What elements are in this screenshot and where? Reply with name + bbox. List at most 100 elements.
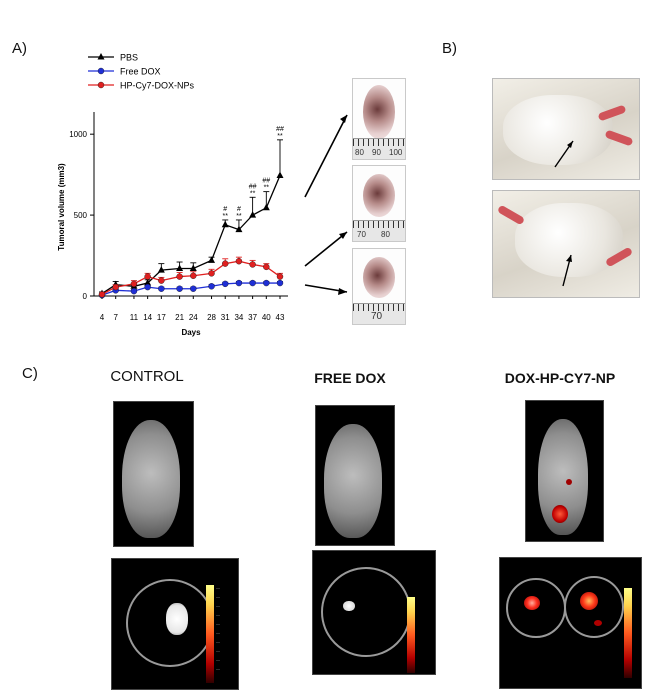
petri-dish	[321, 567, 411, 657]
y-tick-label: 0	[83, 292, 88, 301]
data-point	[222, 260, 229, 267]
arrow-head-top	[340, 115, 347, 123]
mouse-body	[503, 95, 613, 165]
tumor-signal	[580, 592, 598, 610]
column-title-np: DOX-HP-CY7-NP	[504, 370, 616, 386]
x-tick-label: 37	[248, 313, 257, 322]
data-point	[208, 283, 215, 290]
arrow-icon	[554, 140, 574, 168]
significance-mark: **	[264, 185, 270, 192]
x-tick-label: 21	[175, 313, 184, 322]
x-tick-label: 34	[234, 313, 243, 322]
colorbar-ticks: — — — — — — — — — —	[216, 585, 220, 671]
mouse-silhouette	[122, 420, 180, 538]
data-point	[249, 211, 257, 218]
data-point	[221, 220, 229, 228]
tumor-blob	[363, 174, 395, 217]
data-point	[176, 264, 184, 271]
x-tick-label: 24	[189, 313, 198, 322]
column-title-free-dox: FREE DOX	[314, 370, 386, 386]
x-tick-label: 14	[143, 313, 152, 322]
data-point	[98, 291, 106, 298]
tumor-blob	[363, 257, 395, 298]
ruler-tick: 70	[357, 230, 366, 239]
ruler-tick: 90	[372, 148, 381, 157]
data-point	[189, 264, 197, 271]
data-point	[249, 279, 256, 287]
data-point	[208, 256, 216, 263]
x-tick-label: 40	[262, 313, 271, 322]
tumor-signal	[524, 596, 540, 610]
significance-mark: #	[223, 206, 227, 213]
ivis-dish-np	[499, 557, 642, 689]
data-point	[208, 270, 215, 277]
tumor-signal	[166, 603, 188, 635]
tumor-photo-np: 70	[352, 248, 406, 325]
data-point	[157, 266, 165, 273]
series-1	[98, 279, 284, 299]
significance-mark: ##	[276, 126, 284, 133]
legend-marker	[97, 67, 105, 75]
ivis-mouse-control	[113, 401, 194, 547]
data-point	[190, 285, 197, 292]
arrow-head-middle	[339, 232, 347, 239]
tumor-signal	[594, 620, 602, 626]
column-title-control: CONTROL	[110, 368, 184, 385]
legend-marker	[97, 53, 105, 60]
data-point	[276, 273, 284, 280]
tumor-signal	[343, 601, 355, 611]
arrow-to-middle-tumor	[304, 231, 348, 267]
tumor-photo-free-dox: 70 80	[352, 165, 406, 242]
fluorescence-signal	[552, 505, 568, 523]
data-point	[263, 279, 270, 287]
mouse-silhouette	[324, 424, 382, 538]
data-point	[158, 285, 165, 292]
data-point	[112, 283, 119, 291]
panel-a-label: A)	[12, 40, 27, 57]
legend-label: Free DOX	[120, 67, 161, 77]
legend-marker	[97, 81, 105, 89]
tumor-blob	[363, 85, 395, 139]
data-point	[176, 273, 183, 280]
significance-mark: **	[236, 213, 242, 220]
x-tick-label: 31	[221, 313, 230, 322]
mouse-photo-bottom	[492, 190, 640, 298]
tumor-photo-pbs: 80 90 100	[352, 78, 406, 160]
data-point	[144, 279, 152, 286]
petri-dish	[564, 576, 624, 638]
data-point	[276, 279, 284, 287]
legend-label: PBS	[120, 53, 138, 63]
significance-mark: **	[223, 213, 229, 220]
significance-mark: **	[250, 190, 256, 197]
intensity-colorbar	[206, 585, 214, 683]
y-axis-label: Tumoral volume (mm3)	[57, 163, 66, 251]
data-point	[130, 287, 138, 295]
significance-mark: #	[237, 206, 241, 213]
data-point	[249, 261, 256, 268]
ruler-tick: 80	[381, 230, 390, 239]
ivis-mouse-free-dox	[315, 405, 395, 546]
intensity-colorbar	[407, 597, 415, 673]
x-tick-label: 7	[113, 313, 118, 322]
intensity-colorbar	[624, 588, 632, 678]
arrow-icon	[562, 254, 572, 287]
series-2	[98, 256, 284, 298]
data-point	[235, 279, 243, 287]
ruler: 70 80	[353, 220, 405, 241]
ruler-tick: 80	[355, 148, 364, 157]
data-point	[190, 272, 197, 279]
data-point	[235, 225, 243, 233]
data-point	[158, 277, 165, 284]
data-point	[144, 273, 151, 280]
y-tick-label: 1000	[69, 130, 87, 139]
data-point	[262, 203, 270, 211]
arrow-to-top-tumor	[304, 114, 348, 198]
significance-mark: ##	[249, 183, 257, 190]
x-tick-label: 11	[130, 313, 139, 322]
tumor-volume-chart: 0 500 1000 4 7 11 14 17 21 24 28 31 34 37 40 43 Days Tumo…	[57, 53, 348, 337]
mouse-photo-top	[492, 78, 640, 180]
ruler: 70	[353, 303, 405, 324]
data-point	[222, 280, 229, 288]
x-tick-label: 4	[100, 313, 105, 322]
x-tick-label: 28	[207, 313, 216, 322]
